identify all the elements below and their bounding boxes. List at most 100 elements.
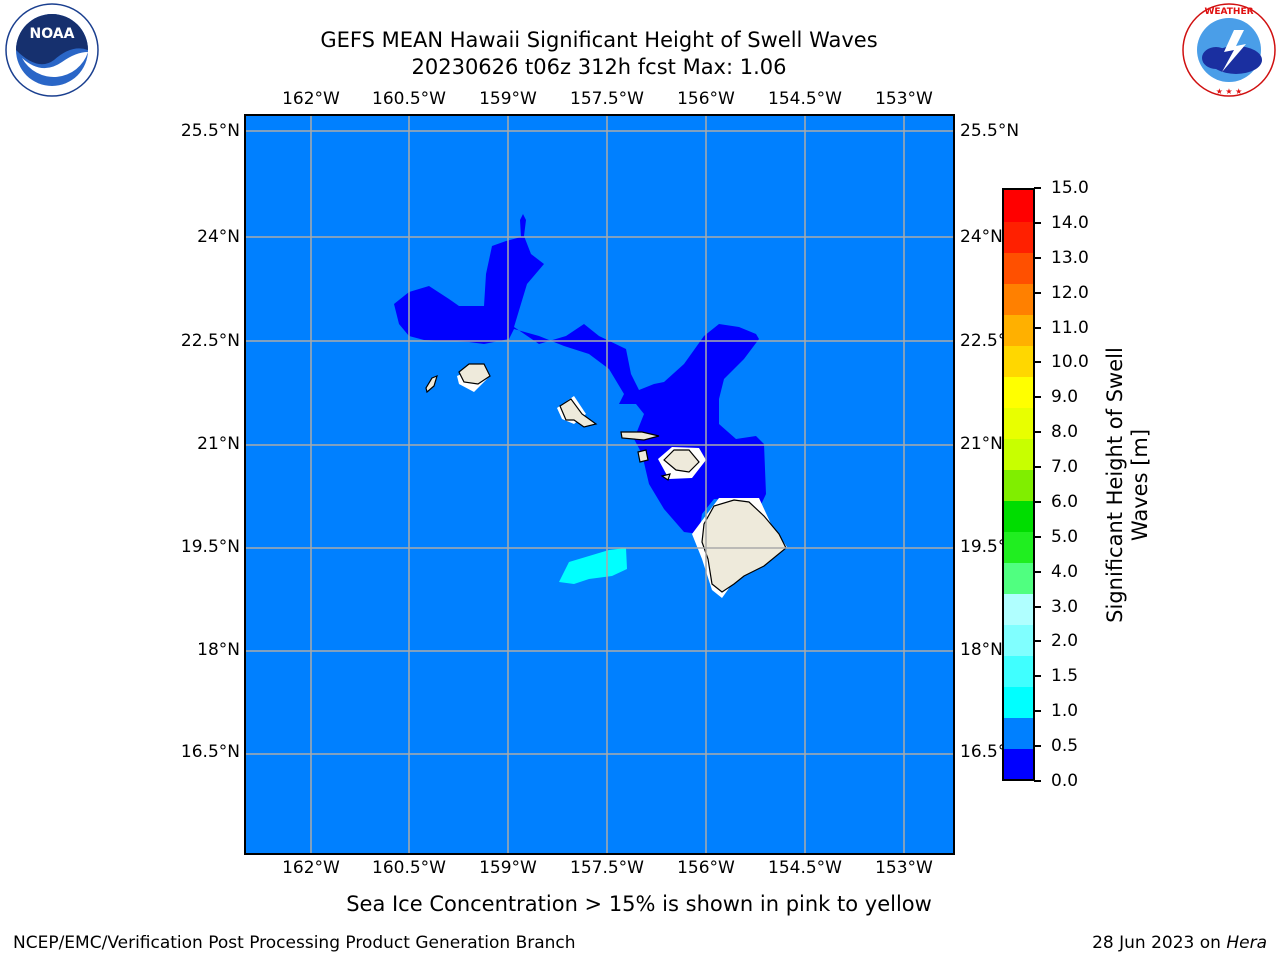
island-maui [663, 449, 700, 473]
title-line-2: 20230626 t06z 312h fcst Max: 1.06 [411, 55, 787, 79]
footer-right: 28 Jun 2023 on Hera [1092, 932, 1267, 954]
colorbar-tick-mark [1034, 396, 1041, 399]
colorbar-segment [1004, 190, 1033, 222]
lat-label-left: 25.5°N [180, 121, 240, 141]
colorbar-tick-mark [1034, 326, 1041, 329]
lon-label-bottom: 160.5°W [372, 858, 446, 878]
lon-label-bottom: 162°W [282, 858, 340, 878]
colorbar-tick-mark [1034, 466, 1041, 469]
title-line-1: GEFS MEAN Hawaii Significant Height of S… [320, 28, 878, 52]
colorbar-segment [1004, 438, 1033, 470]
colorbar-tick-label: 12.0 [1051, 282, 1089, 303]
colorbar-tick-label: 3.0 [1051, 596, 1079, 617]
colorbar-ticks: 0.0 0.5 1.0 1.5 2.0 3.0 4.0 5.0 6.0 7.0 8.0 9.0 10.0… [1034, 178, 1114, 791]
colorbar-tick-label: 13.0 [1051, 247, 1089, 268]
lat-label-left: 16.5°N [180, 742, 240, 762]
colorbar-tick-label: 1.5 [1051, 666, 1079, 687]
lat-label-right: 21°N [960, 434, 1003, 454]
colorbar-segment [1004, 376, 1033, 408]
colorbar-tick-label: 5.0 [1051, 526, 1079, 547]
colorbar-tick-mark [1034, 256, 1041, 259]
island-lanai [637, 449, 649, 463]
island-hawaii [701, 499, 787, 593]
colorbar-segment [1004, 314, 1033, 346]
lon-label-top: 157.5°W [570, 89, 644, 109]
swell-region-mid [559, 548, 627, 584]
lat-label-left: 24°N [197, 227, 240, 247]
colorbar-segment [1004, 469, 1033, 501]
colorbar-segment [1004, 686, 1033, 718]
lon-label-top: 162°W [282, 89, 340, 109]
colorbar-segment [1004, 283, 1033, 315]
colorbar-tick-label: 2.0 [1051, 631, 1079, 652]
lat-label-left: 19.5°N [180, 537, 240, 557]
footer-date: 28 Jun 2023 on [1092, 933, 1227, 953]
colorbar-tick-label: 7.0 [1051, 457, 1079, 478]
lon-label-top: 156°W [677, 89, 735, 109]
lon-label-top: 159°W [479, 89, 537, 109]
colorbar-tick-label: 11.0 [1051, 317, 1089, 338]
colorbar-segment [1004, 562, 1033, 594]
lon-label-top: 160.5°W [372, 89, 446, 109]
colorbar-tick-label: 10.0 [1051, 352, 1089, 373]
colorbar-tick-mark [1034, 291, 1041, 294]
lat-label-right: 24°N [960, 227, 1003, 247]
island-oahu [559, 398, 598, 428]
colorbar-tick-mark [1034, 361, 1041, 364]
colorbar-tick-label: 0.5 [1051, 736, 1079, 757]
colorbar-segment [1004, 655, 1033, 687]
colorbar-segment [1004, 252, 1033, 284]
colorbar-segment [1004, 593, 1033, 625]
colorbar-tick-label: 9.0 [1051, 387, 1079, 408]
island-kauai [458, 363, 491, 385]
colorbar-tick-label: 0.0 [1051, 771, 1079, 791]
nws-logo: WEATHER ★ ★ ★ [1180, 2, 1278, 98]
colorbar-tick-mark [1034, 675, 1041, 678]
colorbar-segment [1004, 717, 1033, 749]
sea-ice-note: Sea Ice Concentration > 15% is shown in … [346, 892, 932, 916]
colorbar-tick-label: 8.0 [1051, 422, 1079, 443]
colorbar-segment [1004, 500, 1033, 532]
colorbar-tick-mark [1034, 710, 1041, 713]
svg-text:NOAA: NOAA [30, 26, 75, 42]
svg-text:WEATHER: WEATHER [1204, 7, 1253, 17]
lat-label-right: 18°N [960, 640, 1003, 660]
island-kahoolawe [660, 473, 671, 481]
colorbar-tick-mark [1034, 745, 1041, 748]
colorbar-tick-mark [1034, 221, 1041, 224]
lat-label-left: 22.5°N [180, 331, 240, 351]
colorbar-segment [1004, 221, 1033, 253]
lon-label-bottom: 153°W [875, 858, 933, 878]
colorbar-tick-mark [1034, 570, 1041, 573]
lon-label-top: 153°W [875, 89, 933, 109]
noaa-logo: NOAA [2, 2, 102, 98]
colorbar-tick-label: 4.0 [1051, 561, 1079, 582]
map-panel [244, 114, 955, 855]
colorbar-segment [1004, 531, 1033, 563]
lon-label-top: 154.5°W [768, 89, 842, 109]
footer-host: Hera [1226, 933, 1267, 953]
lon-label-bottom: 159°W [479, 858, 537, 878]
colorbar-tick-mark [1034, 500, 1041, 503]
colorbar-tick-mark [1034, 187, 1041, 189]
colorbar-tick-mark [1034, 640, 1041, 643]
colorbar-tick-mark [1034, 431, 1041, 434]
colorbar-segment [1004, 748, 1033, 779]
footer-left: NCEP/EMC/Verification Post Processing Pr… [13, 933, 576, 953]
colorbar-label-line-1: Significant Height of Swell [1103, 347, 1127, 623]
lat-label-left: 18°N [197, 640, 240, 660]
colorbar-tick-mark [1034, 780, 1041, 782]
colorbar-tick-label: 14.0 [1051, 212, 1089, 233]
colorbar-segment [1004, 407, 1033, 439]
colorbar [1002, 188, 1035, 781]
lat-label-left: 21°N [197, 434, 240, 454]
island-molokai [620, 431, 660, 441]
colorbar-tick-label: 6.0 [1051, 491, 1079, 512]
colorbar-tick-label: 15.0 [1051, 178, 1089, 198]
lat-label-right: 25.5°N [960, 121, 1020, 141]
colorbar-segment [1004, 345, 1033, 377]
island-niihau [425, 374, 438, 394]
colorbar-tick-label: 1.0 [1051, 701, 1079, 722]
colorbar-tick-mark [1034, 605, 1041, 608]
lon-label-bottom: 157.5°W [570, 858, 644, 878]
